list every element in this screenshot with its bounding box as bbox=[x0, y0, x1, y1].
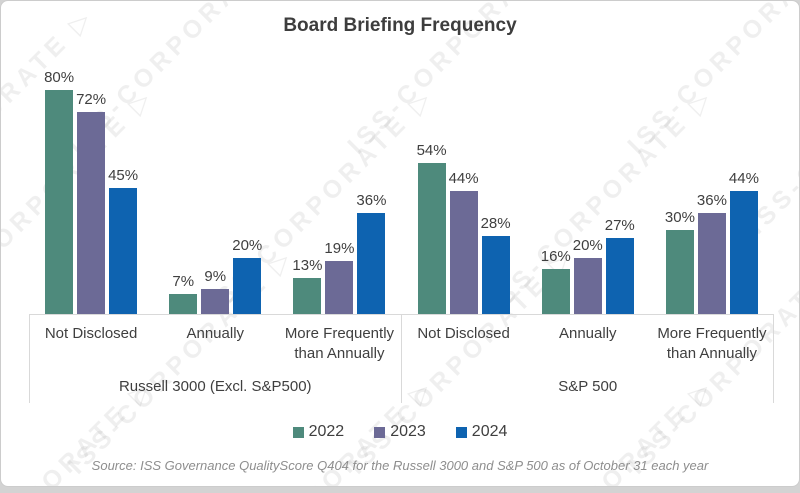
category-bar-cluster: 16% 20% 27% bbox=[526, 163, 650, 314]
category-labels-sp500: Not Disclosed Annually More Frequently t… bbox=[402, 324, 775, 363]
legend-label-2023: 2023 bbox=[390, 423, 426, 440]
chart-title: Board Briefing Frequency bbox=[283, 15, 517, 36]
group-label-russell-3000: Russell 3000 (Excl. S&P500) bbox=[118, 378, 312, 395]
bar-value-label: 13% bbox=[292, 256, 323, 274]
legend-item-2022: 2022 bbox=[292, 423, 345, 441]
category-label-text: More Frequently than Annually bbox=[284, 325, 395, 362]
category-bar-cluster: 80% 72% 45% bbox=[29, 69, 153, 314]
bar-value-label: 7% bbox=[172, 273, 195, 291]
bar-value-label: 28% bbox=[480, 214, 511, 232]
bar-2023-annually: 9% bbox=[201, 268, 230, 314]
category-bar-cluster: 13% 19% 36% bbox=[277, 90, 401, 314]
bar-value-label: 27% bbox=[604, 217, 635, 235]
category-label-text: Annually bbox=[558, 325, 617, 342]
category-label-more-frequently: More Frequently than Annually bbox=[650, 324, 774, 363]
bar-2024-more-frequently-than-annually: 44% bbox=[729, 170, 759, 314]
bar-2024-annually: 20% bbox=[232, 237, 262, 314]
axis-divider-right bbox=[773, 315, 774, 403]
plot-area: 80% 72% 45% 7% 9% 20% 13% 19% 36% 54% 44% 28% 16% 20… bbox=[29, 59, 774, 315]
bar-value-label: 45% bbox=[108, 167, 139, 184]
category-labels-row: Not Disclosed Annually More Frequently t… bbox=[29, 315, 774, 363]
category-label-text: Not Disclosed bbox=[44, 325, 138, 342]
bar-2022-annually: 7% bbox=[169, 273, 198, 314]
category-label-annually: Annually bbox=[526, 324, 650, 363]
bar-value-label: 16% bbox=[540, 248, 571, 266]
bar-group-russell-3000: 80% 72% 45% 7% 9% 20% 13% 19% 36% bbox=[29, 69, 402, 314]
bar-value-label: 80% bbox=[44, 69, 75, 86]
category-label-text: More Frequently than Annually bbox=[657, 325, 767, 362]
bar-2024-not-disclosed: 45% bbox=[108, 167, 138, 314]
legend: 2022 2023 2024 bbox=[1, 423, 799, 441]
axis-divider-left bbox=[29, 315, 30, 403]
category-label-not-disclosed: Not Disclosed bbox=[29, 324, 153, 363]
bar-value-label: 20% bbox=[572, 237, 603, 254]
bar-2022-annually: 16% bbox=[541, 248, 571, 314]
bar-2024-annually: 27% bbox=[605, 217, 635, 314]
bar-2022-more-frequently-than-annually: 30% bbox=[665, 209, 695, 314]
bar-value-label: 72% bbox=[76, 91, 107, 109]
legend-label-2024: 2024 bbox=[471, 423, 508, 440]
bar-value-label: 36% bbox=[356, 192, 387, 210]
axis-divider-middle bbox=[401, 315, 402, 403]
bar-2022-more-frequently-than-annually: 13% bbox=[292, 257, 322, 314]
bar-2023-annually: 20% bbox=[573, 237, 603, 314]
x-axis: Not Disclosed Annually More Frequently t… bbox=[29, 315, 774, 403]
bar-value-label: 9% bbox=[204, 267, 227, 285]
bar-2023-not-disclosed: 44% bbox=[449, 170, 479, 314]
source-note: Source: ISS Governance QualityScore Q404… bbox=[91, 458, 709, 473]
legend-swatch-2023 bbox=[374, 426, 386, 438]
category-bar-cluster: 30% 36% 44% bbox=[650, 163, 774, 314]
category-labels-russell: Not Disclosed Annually More Frequently t… bbox=[29, 324, 402, 363]
bar-value-label: 30% bbox=[664, 209, 695, 226]
bar-value-label: 19% bbox=[324, 239, 355, 257]
bar-value-label: 44% bbox=[728, 169, 759, 187]
legend-swatch-2024 bbox=[455, 426, 467, 438]
category-label-annually: Annually bbox=[153, 324, 277, 363]
bar-2022-not-disclosed: 80% bbox=[44, 69, 74, 314]
bar-value-label: 20% bbox=[232, 237, 263, 254]
bar-value-label: 54% bbox=[416, 141, 447, 159]
category-label-text: Annually bbox=[186, 325, 245, 342]
category-label-text: Not Disclosed bbox=[417, 325, 510, 342]
bar-value-label: 44% bbox=[448, 169, 479, 187]
bar-chart: 80% 72% 45% 7% 9% 20% 13% 19% 36% 54% 44% 28% 16% 20… bbox=[29, 59, 774, 403]
legend-label-2022: 2022 bbox=[308, 423, 345, 440]
category-label-not-disclosed: Not Disclosed bbox=[402, 324, 526, 363]
group-labels-row: Russell 3000 (Excl. S&P500) S&P 500 bbox=[29, 363, 774, 395]
bar-2023-more-frequently-than-annually: 36% bbox=[697, 192, 727, 314]
group-label-sp-500: S&P 500 bbox=[558, 378, 618, 395]
bar-2024-more-frequently-than-annually: 36% bbox=[356, 192, 386, 314]
category-label-more-frequently: More Frequently than Annually bbox=[277, 324, 401, 363]
bar-2024-not-disclosed: 28% bbox=[481, 215, 511, 314]
legend-item-2024: 2024 bbox=[455, 423, 508, 441]
bar-2023-more-frequently-than-annually: 19% bbox=[324, 240, 354, 314]
bar-group-sp-500: 54% 44% 28% 16% 20% 27% 30% 36% 44% bbox=[402, 142, 775, 314]
category-bar-cluster: 7% 9% 20% bbox=[153, 90, 277, 314]
category-bar-cluster: 54% 44% 28% bbox=[402, 142, 526, 314]
bar-value-label: 36% bbox=[696, 192, 727, 210]
bar-2022-not-disclosed: 54% bbox=[417, 142, 447, 314]
legend-item-2023: 2023 bbox=[374, 423, 426, 441]
bar-2023-not-disclosed: 72% bbox=[76, 91, 106, 314]
legend-swatch-2022 bbox=[292, 426, 304, 438]
